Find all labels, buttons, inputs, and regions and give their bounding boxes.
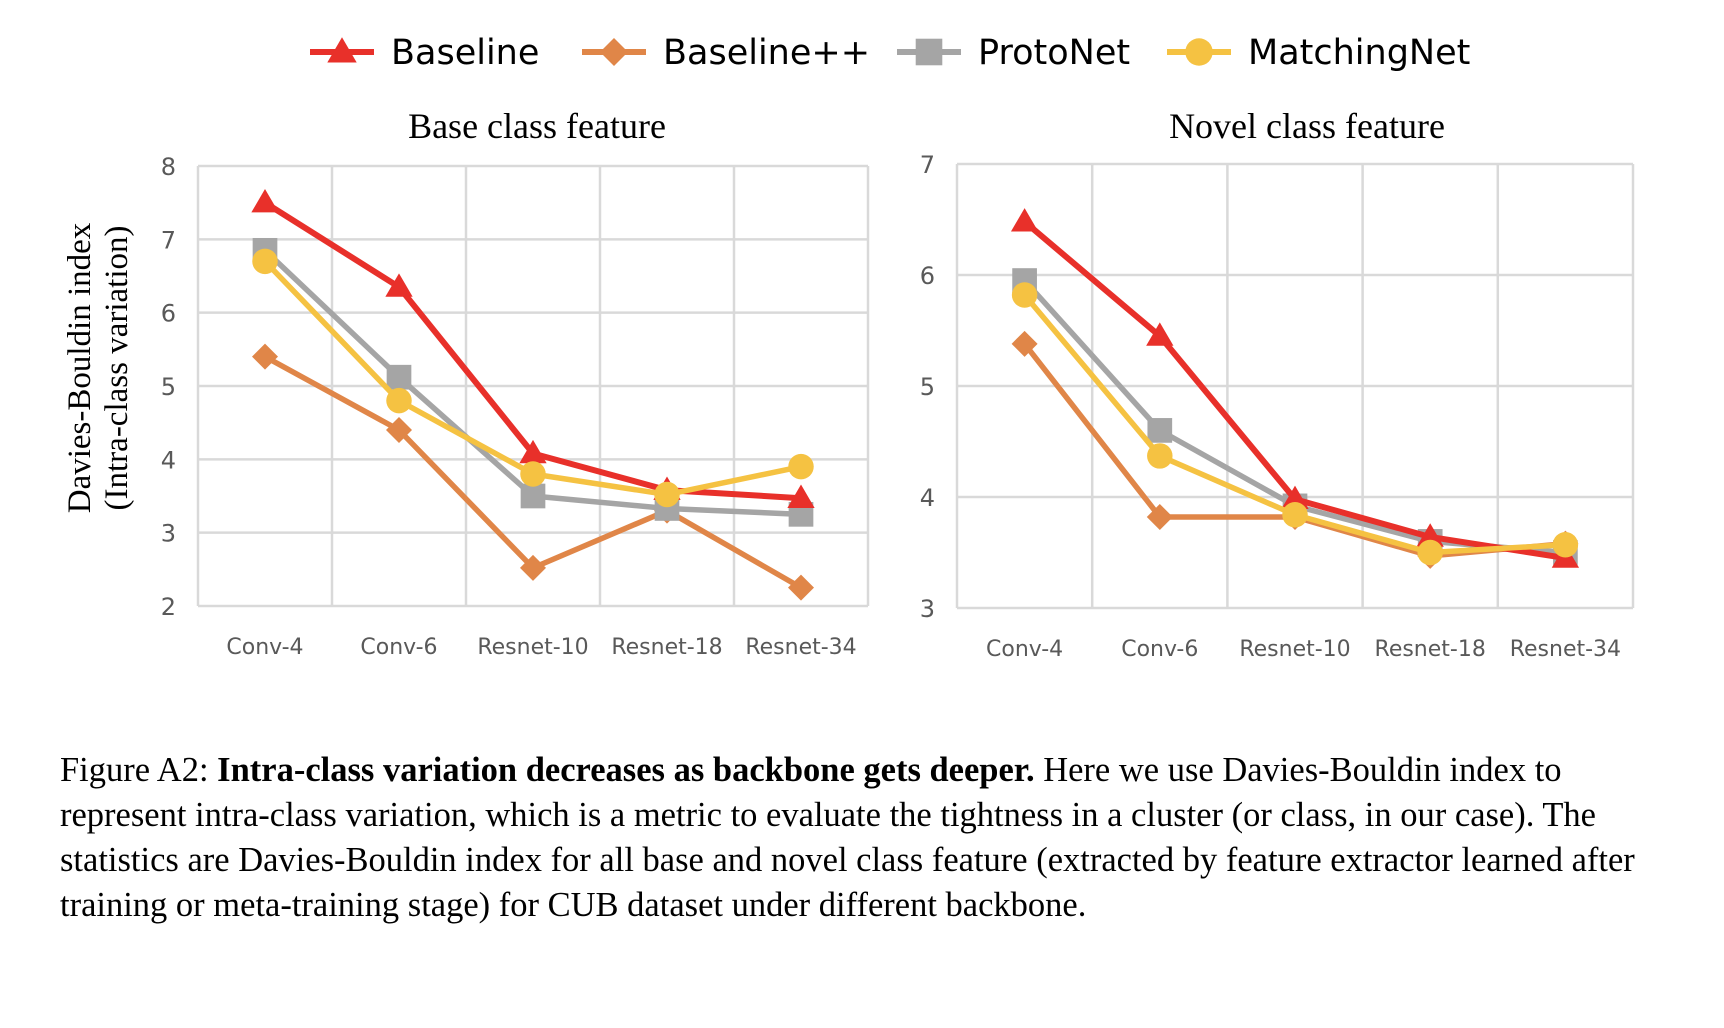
figure-caption: Figure A2: Intra-class variation decreas… (60, 748, 1680, 928)
data-point (251, 189, 279, 213)
data-point (787, 484, 815, 508)
y-tick-label: 6 (161, 300, 176, 328)
data-point (252, 343, 278, 370)
data-point (252, 248, 278, 275)
y-tick-label: 7 (161, 226, 176, 254)
legend-item-protonet: ProtoNet (897, 33, 1130, 73)
legend-label: Baseline++ (663, 33, 870, 73)
y-tick-label: 3 (920, 595, 935, 623)
data-point (386, 387, 412, 414)
x-tick-label: Resnet-18 (1375, 637, 1486, 662)
legend: Baseline Baseline++ ProtoNet MatchingNet (310, 33, 1470, 73)
chart-title: Base class feature (408, 106, 666, 146)
data-point (654, 481, 680, 508)
data-point (1147, 443, 1173, 469)
legend-diamond-icon (600, 38, 628, 66)
legend-item-matchingnet: MatchingNet (1167, 33, 1470, 73)
x-tick-label: Conv-6 (360, 635, 437, 660)
y-tick-label: 5 (920, 373, 935, 401)
caption-body: Here we use Davies-Bouldin index to repr… (60, 751, 1635, 924)
legend-label: ProtoNet (978, 33, 1130, 73)
x-tick-label: Resnet-34 (1510, 637, 1621, 662)
series-matchingnet (1011, 282, 1579, 566)
legend-square-icon (915, 38, 943, 66)
chart-title: Novel class feature (1169, 106, 1445, 146)
data-point (1011, 330, 1038, 357)
series-baseline (1010, 208, 1580, 568)
data-point (519, 439, 547, 464)
data-point (385, 273, 413, 297)
x-tick-label: Resnet-10 (477, 635, 588, 660)
data-point (1146, 322, 1174, 346)
y-tick-label: 2 (161, 593, 176, 621)
data-point (520, 554, 546, 581)
data-point (1416, 523, 1444, 547)
data-point (788, 574, 814, 601)
x-tick-label: Conv-4 (226, 635, 303, 660)
figure: Baseline Baseline++ ProtoNet MatchingNet Da… (62, 33, 1635, 662)
data-point (1282, 502, 1308, 528)
chart-base-class: Base class feature 2 3 4 5 6 7 8 Conv-4 Conv-6 Res… (161, 106, 870, 660)
y-tick-label: 8 (161, 153, 176, 181)
legend-circle-icon (1185, 38, 1213, 66)
chart-novel-class: Novel class feature 3 4 5 6 7 Conv-4 Conv-6 Resn… (920, 106, 1635, 662)
caption-prefix: Figure A2: (60, 751, 218, 789)
data-point (788, 453, 814, 480)
y-tick-label: 4 (920, 484, 935, 512)
legend-label: MatchingNet (1248, 33, 1470, 73)
caption-bold: Intra-class variation decreases as backb… (217, 751, 1035, 789)
data-point (1146, 503, 1173, 530)
x-tick-label: Resnet-18 (611, 635, 722, 660)
y-tick-label: 3 (161, 520, 176, 548)
y-tick-label: 6 (920, 262, 935, 290)
y-axis-label-line2: (Intra-class variation) (99, 226, 135, 511)
data-point (1147, 418, 1173, 443)
x-tick-label: Conv-6 (1121, 637, 1198, 662)
x-tick-label: Resnet-10 (1239, 637, 1350, 662)
y-axis-label-line1: Davies-Bouldin index (62, 222, 98, 513)
y-tick-label: 7 (920, 151, 935, 179)
data-point (1417, 539, 1443, 566)
x-tick-label: Conv-4 (986, 637, 1063, 662)
legend-item-baseline: Baseline (310, 33, 539, 73)
x-tick-label: Resnet-34 (745, 635, 856, 660)
data-point (386, 417, 412, 443)
legend-item-baselineplusplus: Baseline++ (582, 33, 870, 73)
y-tick-label: 4 (161, 446, 176, 474)
data-point (1010, 208, 1039, 232)
legend-triangle-icon (327, 37, 357, 63)
series-baselineplusplus (1011, 330, 1579, 569)
data-point (520, 483, 546, 509)
data-point (1011, 282, 1038, 308)
y-tick-label: 5 (161, 373, 176, 401)
legend-label: Baseline (391, 33, 539, 73)
data-point (1281, 485, 1309, 509)
data-point (520, 461, 546, 487)
data-point (386, 364, 412, 390)
series-matchingnet (252, 248, 814, 508)
data-point (1552, 531, 1579, 558)
